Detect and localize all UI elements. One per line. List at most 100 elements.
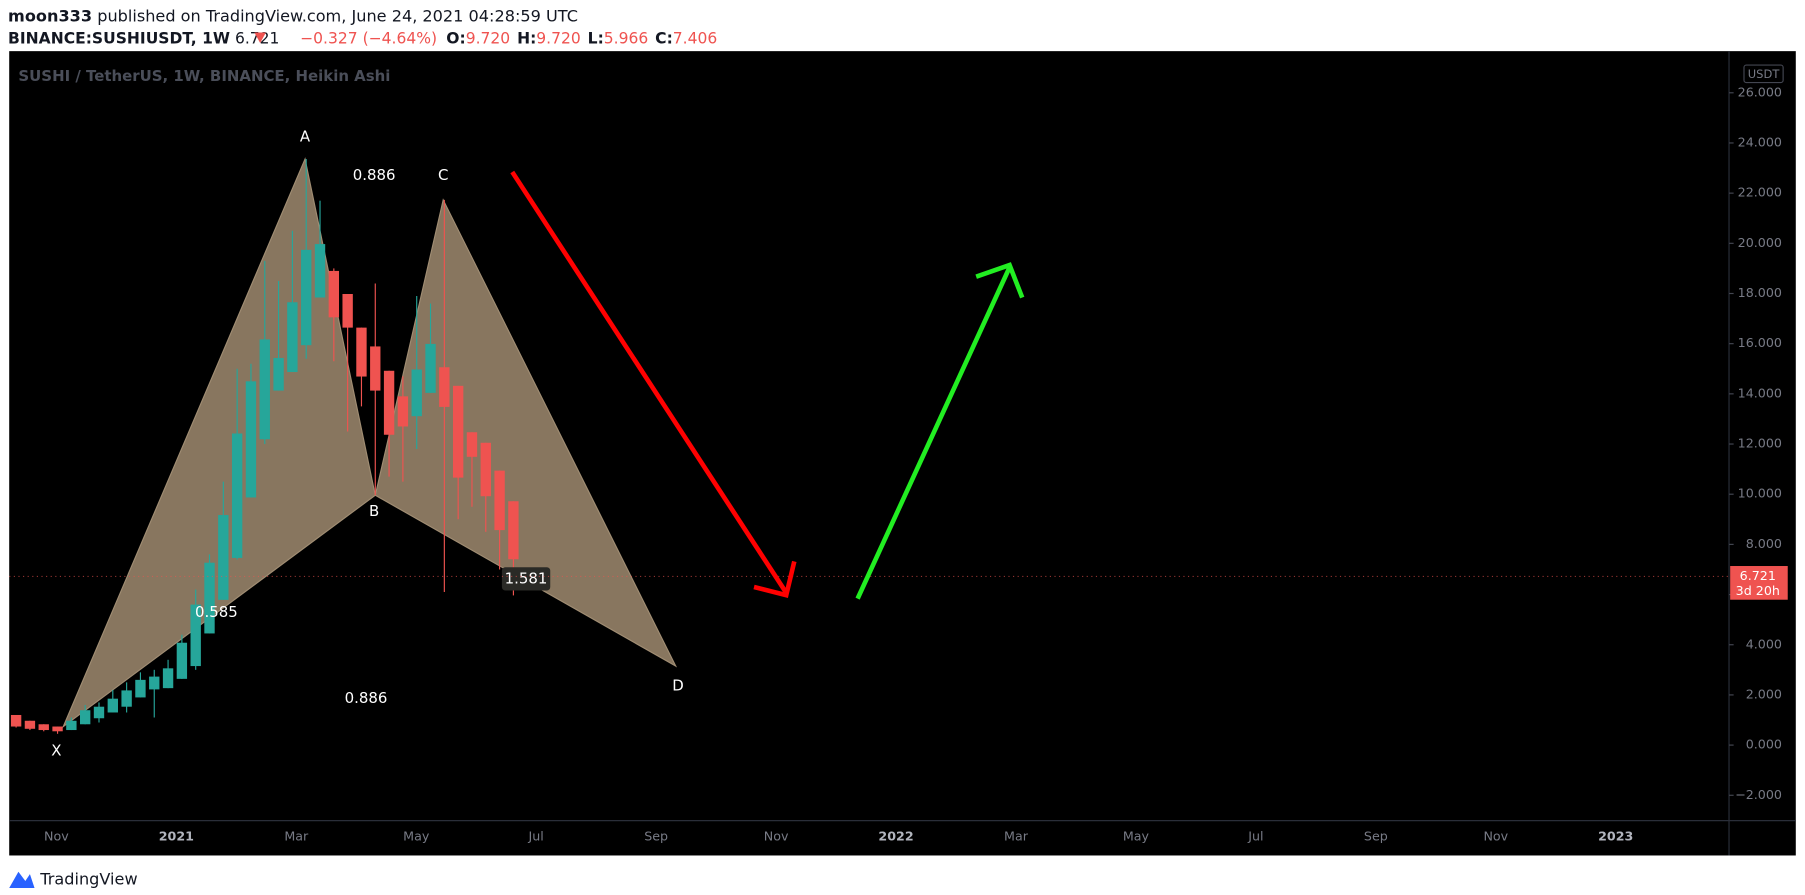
currency-box — [1743, 64, 1784, 84]
x-tick-label: 2021 — [159, 828, 194, 843]
ohlc-key: C: — [655, 29, 673, 47]
change: −0.327 (−4.64%) — [300, 29, 437, 47]
x-tick-label: Nov — [1483, 828, 1508, 843]
candle-body — [135, 679, 146, 698]
y-tick-label: 18.000 — [1738, 285, 1782, 300]
pattern-ratio: 1.581 — [505, 569, 548, 587]
candle-body — [356, 327, 367, 377]
candle-body — [38, 724, 49, 731]
x-tick-label: Jul — [528, 828, 544, 843]
candle-body — [190, 604, 201, 667]
candle-body — [176, 642, 188, 679]
pattern-ratio: 0.585 — [195, 603, 238, 621]
y-tick-label: 16.000 — [1738, 335, 1782, 350]
candle-body — [328, 270, 340, 318]
x-tick-label: Mar — [1004, 828, 1029, 843]
green-arrow-head — [975, 262, 1025, 299]
candle-body — [411, 369, 422, 417]
published: published on TradingView.com, June 24, 2… — [97, 6, 578, 25]
candle-body — [162, 668, 174, 689]
x-tick-label: Sep — [1364, 828, 1388, 843]
candle-body — [231, 433, 243, 558]
red-arrow-head — [753, 560, 797, 598]
y-tick-label: 24.000 — [1738, 134, 1782, 149]
y-tick-label: −2.000 — [1735, 787, 1782, 802]
logo-icon — [9, 871, 35, 889]
x-tick-label: May — [403, 828, 430, 843]
brand: TradingView — [39, 869, 137, 888]
candle-body — [204, 562, 215, 634]
pattern-point-label: A — [300, 127, 311, 145]
candle-body — [301, 249, 312, 346]
pattern-point-label: X — [51, 741, 61, 759]
countdown: 3d 20h — [1736, 583, 1780, 598]
pattern-ratio: 0.886 — [353, 166, 396, 184]
ohlc-key: L: — [588, 29, 604, 47]
candle-body — [273, 357, 284, 391]
footer-logo: TradingView — [9, 869, 138, 889]
candle-body — [121, 690, 132, 707]
ohlc-value: 9.720 — [466, 29, 510, 47]
x-tick-label: May — [1123, 828, 1150, 843]
candle-body — [93, 706, 105, 719]
currency: USDT — [1748, 67, 1781, 81]
candle-body — [10, 714, 22, 727]
pattern-ratio: 0.886 — [345, 689, 388, 707]
symbol: BINANCE:SUSHIUSDT, 1W — [8, 29, 230, 47]
candle-body — [107, 698, 118, 713]
x-tick-label: Nov — [764, 828, 789, 843]
author: moon333 — [8, 6, 92, 25]
x-tick-label: 2022 — [878, 828, 913, 843]
y-tick-label: 10.000 — [1738, 486, 1782, 501]
x-tick-label: Mar — [284, 828, 309, 843]
x-tick-label: Nov — [44, 828, 69, 843]
candle-body — [80, 710, 91, 725]
down-arrow — [254, 32, 266, 44]
x-tick-label: Jul — [1247, 828, 1263, 843]
candle-body — [287, 302, 298, 373]
candle-body — [218, 515, 229, 600]
symbol-line: BINANCE:SUSHIUSDT, 1W 6.721 −0.327 (−4.64… — [8, 29, 717, 47]
candle-body — [397, 396, 409, 427]
candle-body — [466, 432, 478, 457]
ohlc-value: 5.966 — [604, 29, 648, 47]
last-price-label: 6.721 — [1740, 568, 1776, 583]
candle-body — [370, 346, 381, 391]
y-tick-label: 22.000 — [1738, 185, 1782, 200]
ohlc-key: H: — [517, 29, 536, 47]
candle-body — [383, 370, 395, 435]
x-tick-label: 2023 — [1598, 828, 1633, 843]
y-tick-label: 2.000 — [1746, 686, 1782, 701]
y-tick-label: 12.000 — [1738, 435, 1782, 450]
candle-body — [52, 726, 63, 732]
candle-body — [66, 720, 77, 731]
candle-body — [480, 442, 491, 497]
red-arrow — [510, 170, 789, 595]
ohlc-value: 9.720 — [536, 29, 580, 47]
candle-body — [314, 244, 326, 298]
ohlc-value: 7.406 — [673, 29, 717, 47]
chart-title: SUSHI / TetherUS, 1W, BINANCE, Heikin As… — [18, 67, 390, 85]
ratio-box — [501, 567, 551, 591]
pattern-point-label: B — [369, 502, 379, 520]
y-tick-label: 8.000 — [1746, 536, 1782, 551]
ohlc: O:9.720 H:9.720 L:5.966 C:7.406 — [446, 29, 717, 47]
pattern-xab — [61, 157, 376, 729]
y-tick-label: 26.000 — [1738, 84, 1782, 99]
pattern-point-label: D — [672, 676, 684, 694]
y-tick-label: 20.000 — [1738, 235, 1782, 250]
x-tick-label: Sep — [644, 828, 668, 843]
candle-body — [245, 381, 257, 498]
candle-body — [259, 339, 270, 440]
candle-body — [342, 294, 353, 328]
pattern-point-label: C — [438, 166, 448, 184]
green-arrow — [855, 266, 1012, 600]
plot: −2.0000.0002.0004.0006.0008.00010.00012.… — [9, 84, 1788, 843]
candle-body — [425, 343, 436, 393]
candle-body — [494, 470, 505, 531]
candle-body — [439, 367, 450, 407]
candle-body — [452, 385, 464, 478]
y-tick-label: 14.000 — [1738, 385, 1782, 400]
